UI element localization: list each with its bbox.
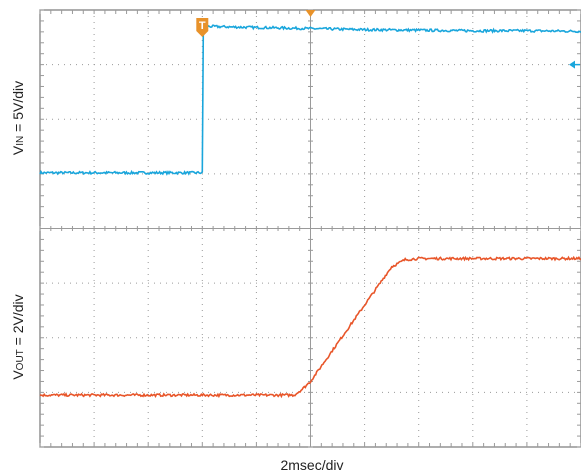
trigger-position-marker — [305, 10, 316, 17]
vout-axis-label: VOUT = 2V/div — [10, 294, 26, 380]
trace-vin — [39, 24, 581, 176]
vin-axis-label: VIN = 5V/div — [10, 80, 26, 156]
trigger-point-label: T — [199, 20, 206, 32]
trace-vout — [39, 255, 581, 399]
trigger-level-arrow — [569, 60, 575, 69]
time-axis-label: 2msec/div — [280, 457, 344, 473]
trigger-point-badge — [196, 18, 209, 37]
